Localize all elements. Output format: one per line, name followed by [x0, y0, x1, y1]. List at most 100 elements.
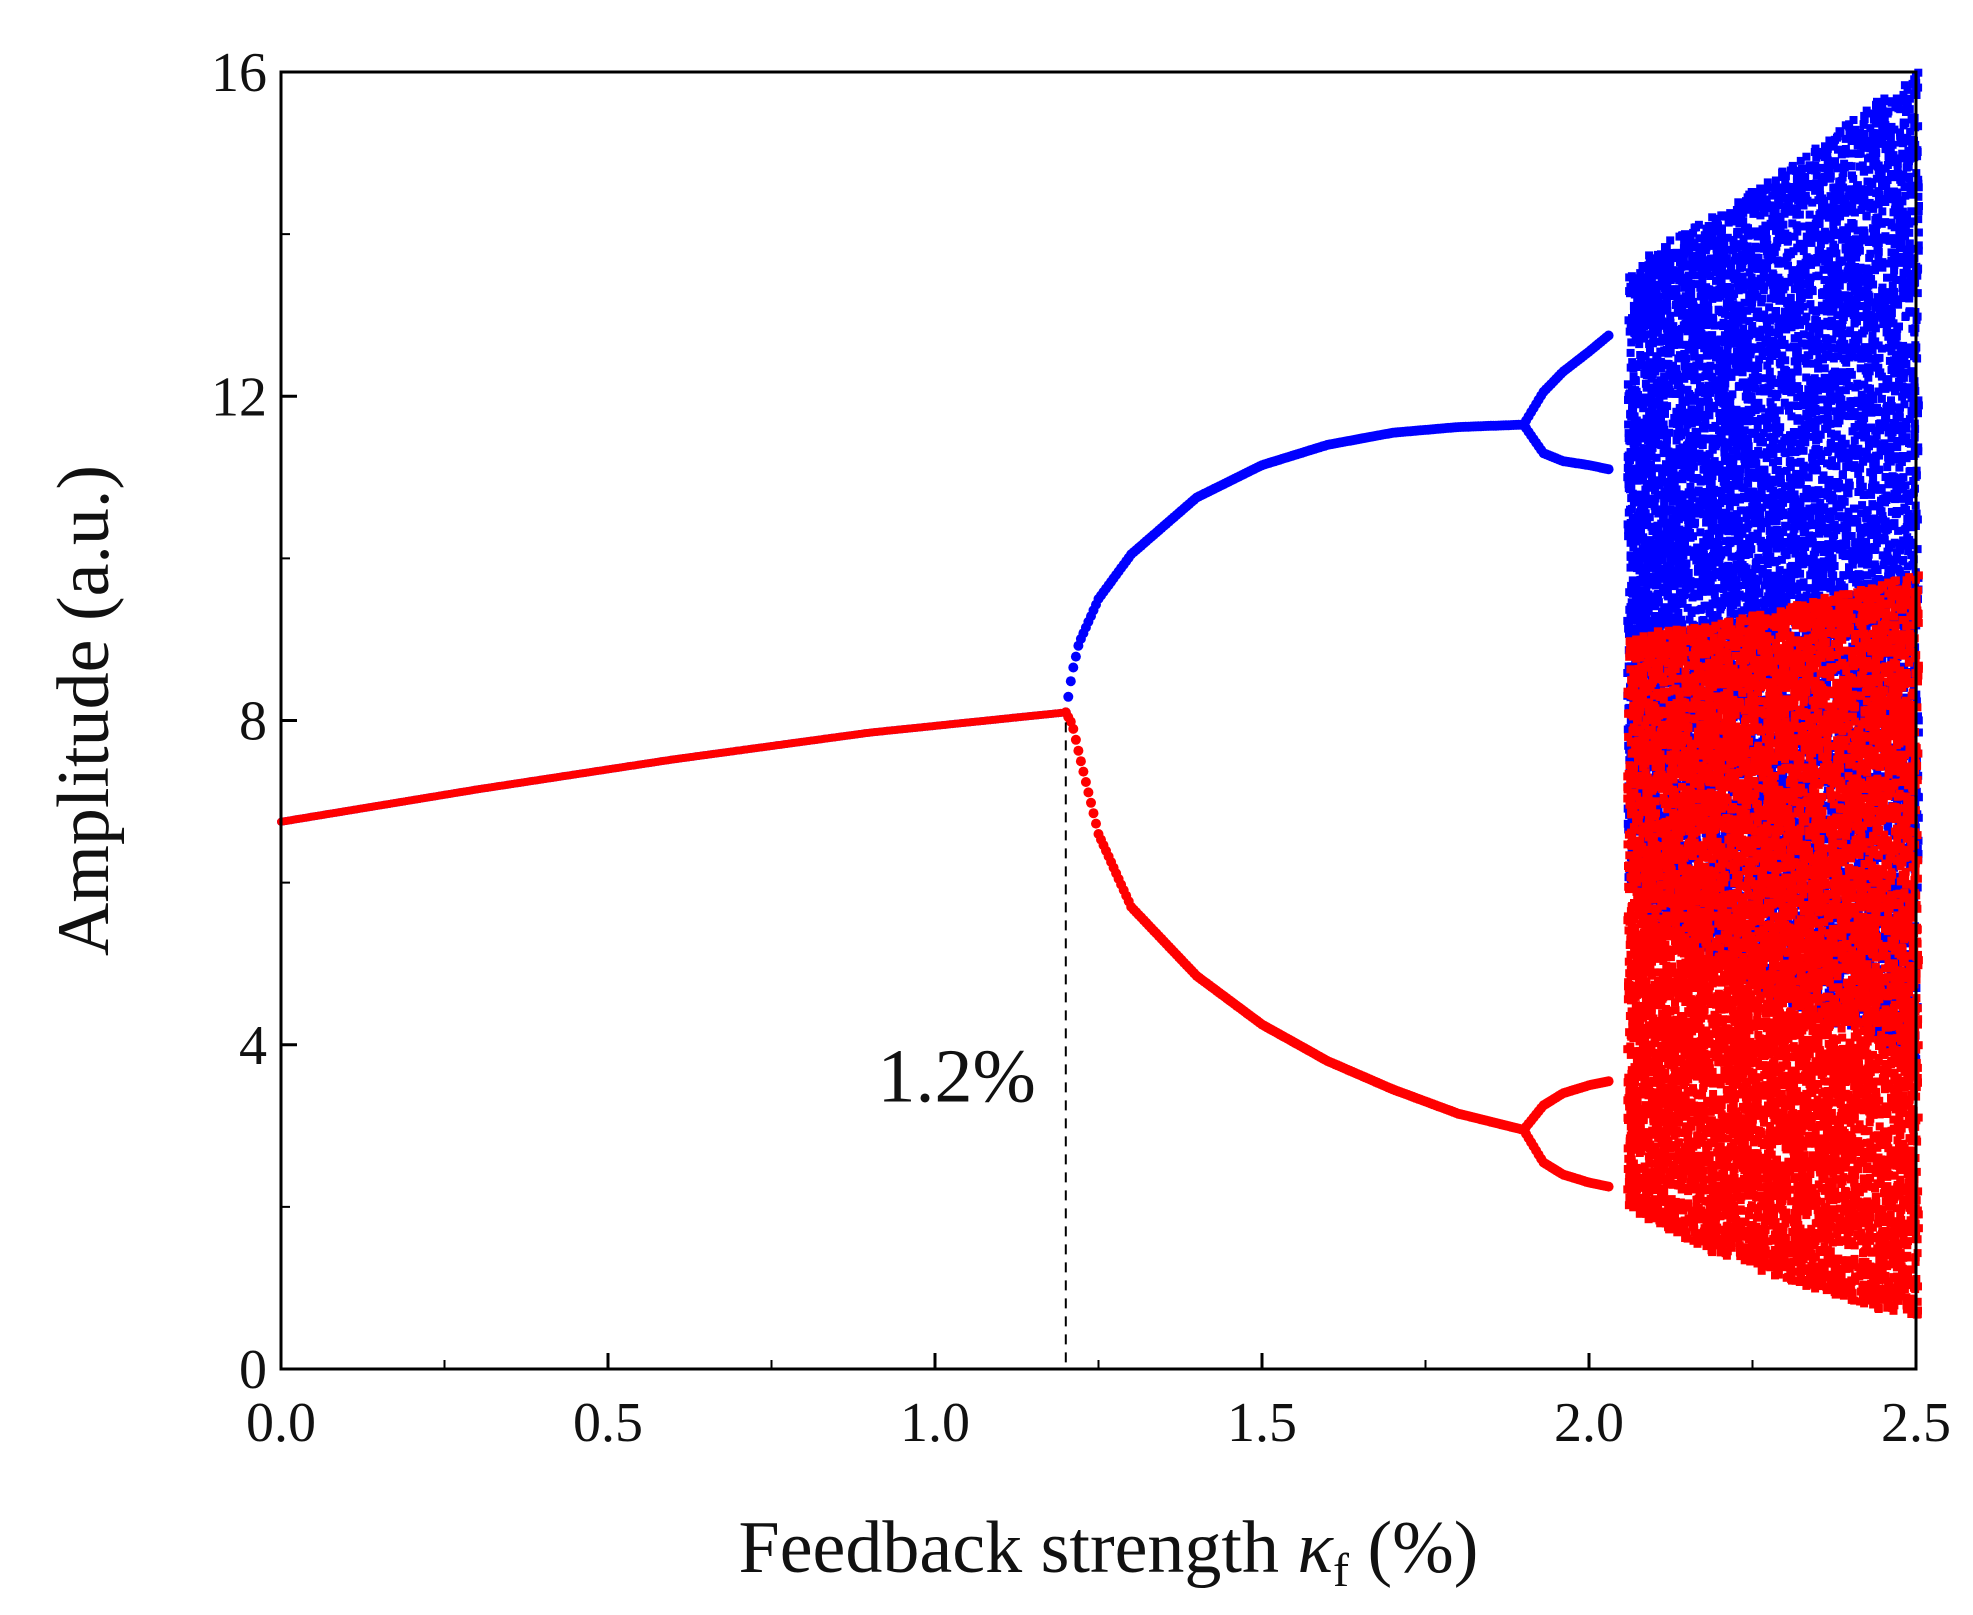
data-point: [1717, 262, 1726, 270]
data-point: [1662, 243, 1671, 252]
data-point: [1644, 572, 1653, 581]
data-point: [1648, 300, 1657, 309]
data-point: [1745, 268, 1754, 277]
data-point: [1700, 501, 1709, 510]
data-point: [1643, 520, 1652, 529]
data-point: [1690, 509, 1699, 518]
data-point: [1712, 276, 1720, 285]
data-point: [1723, 427, 1732, 436]
data-point: [1635, 395, 1644, 404]
data-point: [1756, 509, 1765, 518]
data-point: [1678, 620, 1687, 629]
data-point: [1689, 724, 1698, 732]
data-point: [1757, 404, 1766, 413]
data-point: [1638, 262, 1647, 270]
data-point: [1703, 587, 1712, 596]
data-point: [1688, 456, 1697, 464]
data-point: [1736, 465, 1745, 474]
data-point: [1681, 397, 1690, 406]
data-point: [1672, 472, 1681, 480]
data-point: [1657, 539, 1666, 548]
data-point: [1703, 601, 1712, 610]
data-point: [1632, 537, 1641, 546]
data-point: [1747, 545, 1756, 554]
data-point: [1724, 561, 1733, 570]
data-point: [1634, 391, 1642, 399]
data-point: [1671, 604, 1680, 613]
data-point: [1691, 332, 1700, 341]
data-point: [1724, 467, 1733, 476]
data-point: [1734, 286, 1743, 295]
data-point: [1640, 513, 1649, 522]
data-point: [1636, 269, 1645, 278]
data-point: [1715, 426, 1723, 435]
data-point: [1663, 325, 1672, 334]
data-point: [1636, 351, 1645, 359]
data-point: [1749, 417, 1758, 425]
data-point: [1699, 538, 1708, 547]
data-point: [1631, 609, 1640, 618]
data-point: [1704, 314, 1712, 323]
data-point: [1758, 503, 1767, 512]
data-point: [1712, 947, 1721, 956]
data-point: [1672, 292, 1681, 301]
data-point: [1708, 331, 1717, 340]
data-point: [1649, 332, 1658, 341]
maxima-period-2-lower: [1518, 419, 1614, 475]
data-point: [1671, 508, 1680, 517]
data-point: [1722, 254, 1731, 263]
data-point: [1728, 339, 1737, 348]
data-point: [1766, 294, 1775, 303]
data-point: [1697, 943, 1705, 952]
data-point: [1695, 355, 1704, 364]
data-point: [1691, 606, 1700, 615]
data-point: [1751, 455, 1760, 464]
data-point: [1696, 261, 1705, 270]
data-point: [1710, 589, 1719, 598]
data-point: [1681, 529, 1690, 538]
data-point: [1726, 398, 1735, 406]
data-point: [1682, 832, 1691, 840]
data-point: [1631, 593, 1640, 601]
data-point: [1730, 306, 1739, 315]
data-point: [1752, 581, 1760, 590]
data-point: [1661, 507, 1670, 516]
data-point: [1757, 473, 1765, 482]
data-point: [1676, 390, 1685, 398]
data-point: [1764, 546, 1773, 555]
data-point: [1626, 437, 1635, 446]
data-point: [1715, 307, 1724, 315]
data-point: [1700, 231, 1709, 240]
data-point: [1759, 348, 1768, 356]
data-point: [1751, 429, 1760, 438]
data-point: [1678, 311, 1686, 320]
data-point: [1766, 398, 1775, 407]
data-point: [1723, 345, 1732, 354]
data-point: [1670, 582, 1679, 591]
data-point: [1641, 619, 1650, 628]
data-point: [1747, 392, 1756, 401]
data-point: [1651, 602, 1660, 611]
data-point: [1626, 532, 1635, 541]
data-point: [1706, 338, 1715, 347]
data-point: [1627, 465, 1636, 474]
data-point: [1717, 433, 1726, 441]
data-point: [1726, 602, 1735, 611]
data-point: [1763, 424, 1772, 433]
data-point: [1715, 355, 1724, 364]
data-point: [1729, 327, 1738, 336]
data-point: [1629, 425, 1638, 434]
data-point: [1701, 560, 1710, 569]
data-point: [1715, 558, 1724, 567]
data-point: [1732, 588, 1741, 597]
data-point: [1653, 328, 1662, 337]
data-point: [1668, 557, 1676, 566]
data-point: [1747, 276, 1756, 285]
data-point: [1699, 297, 1708, 306]
data-point: [1719, 388, 1728, 397]
data-point: [1676, 408, 1685, 417]
data-point: [1712, 438, 1721, 447]
data-point: [1665, 428, 1674, 437]
data-point: [1732, 244, 1741, 253]
data-point: [1758, 564, 1767, 573]
